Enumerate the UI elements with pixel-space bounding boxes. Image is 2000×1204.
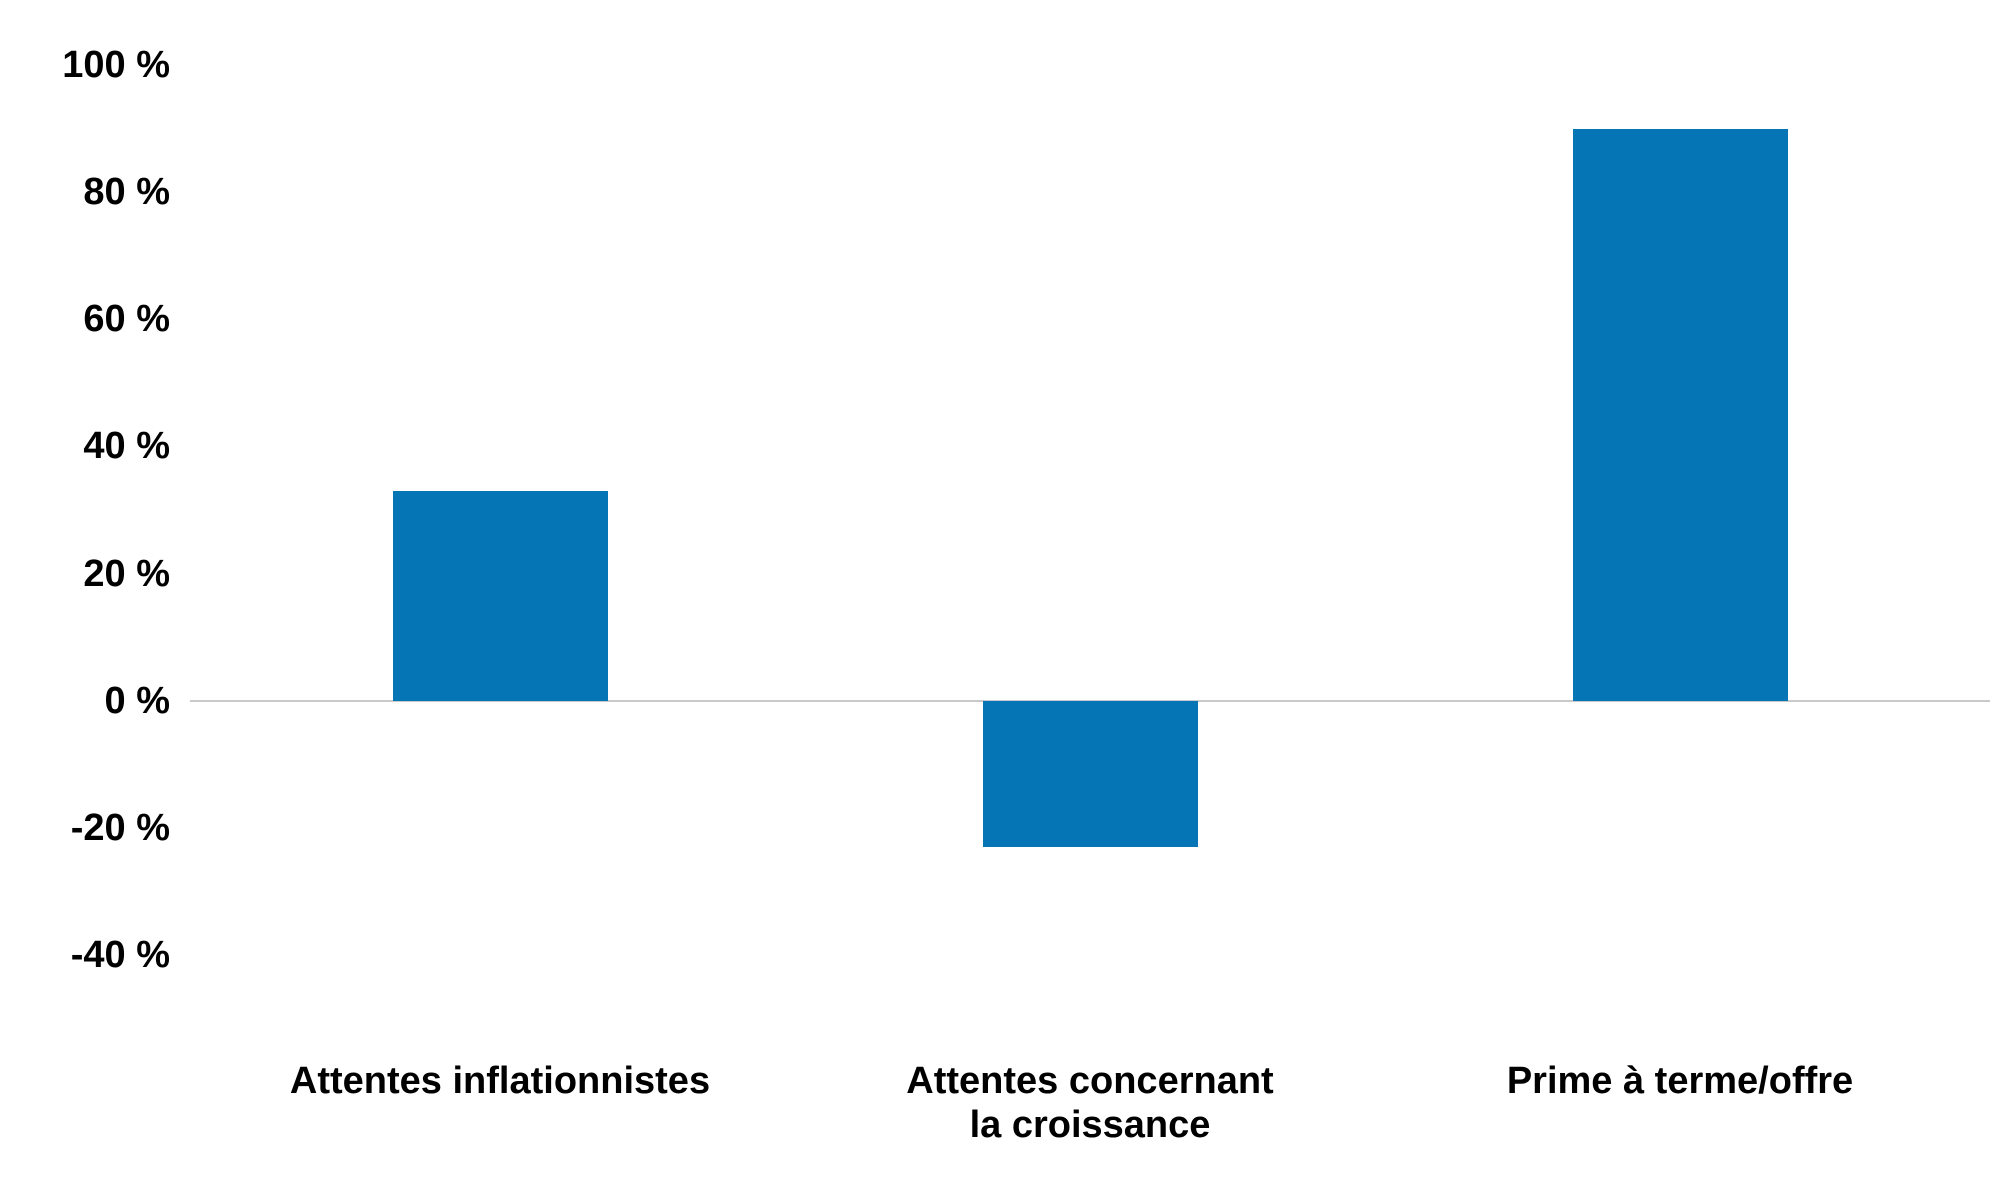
x-tick-label: Attentes inflationnistes xyxy=(240,1060,760,1104)
bar xyxy=(1573,129,1788,701)
bar xyxy=(393,491,608,701)
y-tick-label: 60 % xyxy=(0,300,170,338)
x-tick-label: Prime à terme/offre xyxy=(1420,1060,1940,1104)
y-tick-label: 100 % xyxy=(0,46,170,84)
bar-chart: 100 % 80 % 60 % 40 % 20 % 0 % -20 % -40 % Atten… xyxy=(0,0,2000,1204)
y-tick-label: 0 % xyxy=(0,682,170,720)
y-tick-label: -40 % xyxy=(0,936,170,974)
y-tick-label: 40 % xyxy=(0,427,170,465)
bar xyxy=(983,701,1198,847)
y-tick-label: 80 % xyxy=(0,173,170,211)
x-tick-label: Attentes concernant la croissance xyxy=(830,1060,1350,1147)
y-tick-label: -20 % xyxy=(0,809,170,847)
y-tick-label: 20 % xyxy=(0,555,170,593)
